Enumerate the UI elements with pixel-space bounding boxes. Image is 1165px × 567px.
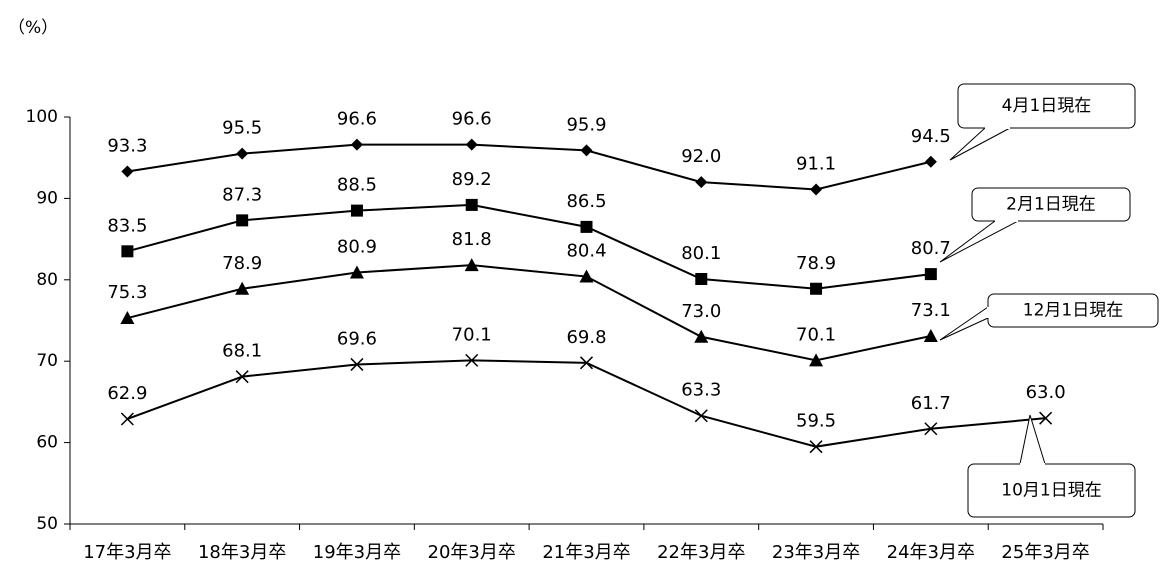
series-line — [127, 359, 1046, 448]
marker — [923, 328, 938, 342]
callout-box — [971, 187, 1131, 222]
data-label: 87.3 — [222, 184, 262, 205]
x-tick-label: 17年3月卒 — [83, 542, 171, 563]
marker — [465, 138, 478, 151]
marker — [809, 353, 824, 367]
callout-pointer — [1019, 414, 1046, 465]
x-tick-label: 23年3月卒 — [772, 542, 860, 563]
data-label: 78.9 — [796, 253, 836, 274]
marker — [235, 281, 250, 295]
marker — [350, 357, 364, 371]
data-label: 59.5 — [796, 411, 836, 432]
marker — [694, 329, 709, 343]
marker — [810, 282, 823, 295]
data-label: 80.4 — [566, 241, 606, 262]
marker — [1039, 411, 1053, 425]
marker — [121, 245, 134, 258]
data-label: 70.1 — [796, 324, 836, 345]
y-tick-label: 100 — [26, 107, 58, 127]
marker — [580, 144, 593, 157]
data-label: 80.9 — [337, 236, 377, 257]
y-axis-label: （%） — [8, 18, 58, 38]
data-label: 63.3 — [681, 380, 721, 401]
callout-pointer — [939, 220, 1019, 263]
marker — [236, 147, 249, 160]
data-label: 89.2 — [452, 169, 492, 190]
data-label: 69.6 — [337, 328, 377, 349]
marker — [349, 265, 364, 279]
data-label: 95.5 — [222, 118, 262, 139]
marker — [580, 220, 593, 233]
data-label: 96.6 — [452, 109, 492, 130]
marker — [236, 214, 249, 227]
marker — [465, 353, 479, 367]
data-label: 61.7 — [911, 393, 951, 414]
marker — [695, 176, 708, 189]
data-label: 92.0 — [681, 146, 721, 167]
data-label: 75.3 — [107, 282, 147, 303]
y-tick-label: 60 — [36, 433, 58, 453]
data-label: 83.5 — [107, 215, 147, 236]
data-label: 78.9 — [222, 253, 262, 274]
x-tick-label: 24年3月卒 — [887, 542, 975, 563]
marker — [579, 356, 594, 370]
data-label: 62.9 — [107, 383, 147, 404]
callout-pointer — [949, 127, 1011, 161]
marker — [810, 183, 823, 196]
callout-pointer — [939, 306, 989, 341]
series-line — [127, 264, 932, 362]
x-tick-label: 19年3月卒 — [313, 542, 401, 563]
marker — [924, 268, 937, 281]
marker — [924, 422, 938, 436]
callout-box — [967, 463, 1136, 518]
data-label: 70.1 — [452, 324, 492, 345]
legend-label: 12月1日現在 — [1023, 301, 1123, 321]
data-label: 96.6 — [337, 109, 377, 130]
x-tick-label: 21年3月卒 — [542, 542, 630, 563]
data-label: 94.5 — [911, 126, 951, 147]
callout-box — [957, 83, 1136, 129]
data-label: 88.5 — [337, 175, 377, 196]
marker — [235, 370, 249, 384]
marker — [464, 258, 479, 272]
marker — [120, 412, 134, 426]
data-label: 69.8 — [566, 327, 606, 348]
data-label: 63.0 — [1026, 382, 1066, 403]
legend-label: 4月1日現在 — [1002, 96, 1092, 116]
data-label: 73.0 — [681, 301, 721, 322]
marker — [809, 440, 823, 454]
data-label: 81.8 — [452, 229, 492, 250]
data-label: 73.1 — [911, 300, 951, 321]
legend-label: 2月1日現在 — [1006, 195, 1096, 215]
marker — [695, 272, 708, 285]
y-tick-label: 90 — [36, 188, 58, 208]
data-label: 86.5 — [566, 191, 606, 212]
data-label: 91.1 — [796, 153, 836, 174]
y-tick-label: 50 — [36, 514, 58, 534]
marker — [924, 155, 937, 168]
x-tick-label: 20年3月卒 — [428, 542, 516, 563]
marker — [121, 165, 134, 178]
marker — [465, 198, 478, 211]
data-label: 93.3 — [107, 136, 147, 157]
marker — [120, 311, 135, 325]
y-tick-label: 80 — [36, 270, 58, 290]
marker — [579, 269, 594, 283]
series-line — [127, 203, 931, 290]
legend-label: 10月1日現在 — [1001, 481, 1101, 501]
x-tick-label: 25年3月卒 — [1001, 542, 1089, 563]
data-label: 80.1 — [681, 243, 721, 264]
marker — [350, 204, 363, 217]
marker — [350, 138, 363, 151]
data-label: 68.1 — [222, 341, 262, 362]
data-label: 95.9 — [566, 114, 606, 135]
y-tick-label: 70 — [36, 351, 58, 371]
x-tick-label: 18年3月卒 — [198, 542, 286, 563]
data-label: 80.7 — [911, 238, 951, 259]
x-tick-label: 22年3月卒 — [657, 542, 745, 563]
series-line — [127, 143, 932, 191]
marker — [694, 409, 708, 423]
